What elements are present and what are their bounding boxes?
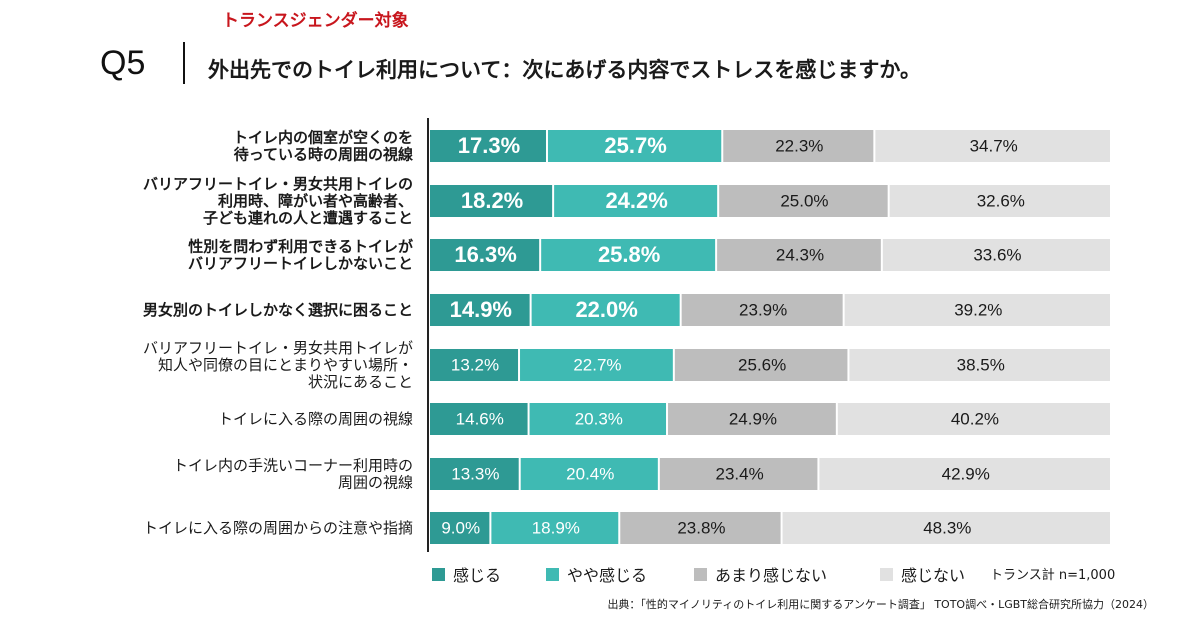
bar-segment-amari-kanjinai	[620, 512, 781, 544]
data-label-kanjiru: 9.0%	[441, 518, 480, 537]
legend-item-yaya-kanjiru: やや感じる	[546, 562, 647, 586]
bar-segment-yaya-kanjiru	[491, 512, 619, 544]
question-divider	[183, 42, 185, 84]
data-label-amari-kanjinai: 23.9%	[739, 300, 787, 319]
category-label: 性別を問わず利用できるトイレがバリアフリートイレしかないこと	[188, 237, 414, 272]
bar-segment-kanjiru	[430, 512, 490, 544]
data-label-yaya-kanjiru: 20.4%	[566, 464, 614, 483]
source-citation: 出典：「性的マイノリティのトイレ利用に関するアンケート調査」 TOTO調べ・LG…	[607, 598, 1154, 611]
question-text: 外出先でのトイレ利用について：次にあげる内容でストレスを感じますか。	[208, 58, 921, 82]
bar-segment-yaya-kanjiru	[529, 403, 667, 435]
bar-segment-yaya-kanjiru	[531, 294, 680, 326]
legend-label-kanjiru: 感じる	[453, 566, 502, 585]
data-label-yaya-kanjiru: 22.7%	[573, 355, 621, 374]
legend-item-amari-kanjinai: あまり感じない	[694, 562, 827, 586]
legend-item-kanjiru: 感じる	[432, 562, 501, 586]
data-label-amari-kanjinai: 25.6%	[738, 355, 786, 374]
data-label-yaya-kanjiru: 18.9%	[532, 518, 580, 537]
legend-label-yaya-kanjiru: やや感じる	[567, 566, 648, 585]
data-label-yaya-kanjiru: 20.3%	[575, 409, 623, 428]
category-label: トイレ内の個室が空くのを待っている時の周囲の視線	[233, 128, 413, 163]
bar-segment-amari-kanjinai	[681, 294, 843, 326]
bar-segment-yaya-kanjiru	[554, 185, 718, 217]
data-label-kanjiru: 13.2%	[451, 355, 499, 374]
legend-swatch-yaya-kanjiru	[546, 567, 559, 581]
bar-segment-kanjiru	[430, 403, 528, 435]
bar-segment-kanjiru	[430, 349, 519, 381]
data-label-yaya-kanjiru: 25.8%	[598, 242, 660, 267]
category-label: トイレに入る際の周囲の視線	[218, 410, 413, 428]
bar-segment-kanjinai	[849, 349, 1110, 381]
category-label: バリアフリートイレ・男女共用トイレが知人や同僚の目にとまりやすい場所・状況にある…	[143, 339, 413, 391]
data-label-kanjiru: 14.9%	[450, 297, 512, 322]
bar-segment-kanjinai	[782, 512, 1110, 544]
bar-segment-yaya-kanjiru	[520, 458, 658, 490]
data-label-kanjiru: 16.3%	[454, 242, 516, 267]
category-label: 男女別のトイレしかなく選択に困ること	[143, 301, 413, 319]
data-label-kanjiru: 17.3%	[458, 133, 520, 158]
legend-item-kanjinai: 感じない	[880, 562, 965, 586]
bar-segment-kanjinai	[819, 458, 1110, 490]
bar-segment-kanjiru	[430, 239, 540, 271]
question-number: Q5	[100, 44, 146, 82]
bar-segment-kanjiru	[430, 130, 546, 162]
bar-segment-amari-kanjinai	[717, 239, 881, 271]
stacked-bar-chart: トイレ内の個室が空くのを待っている時の周囲の視線 17.3% 25.7% 22.3% 3…	[143, 118, 1110, 552]
bar-segment-yaya-kanjiru	[547, 130, 722, 162]
data-label-yaya-kanjiru: 24.2%	[605, 188, 667, 213]
category-label: トイレ内の手洗いコーナー利用時の周囲の視線	[173, 456, 413, 491]
bar-segment-kanjinai	[837, 403, 1110, 435]
data-label-yaya-kanjiru: 22.0%	[575, 297, 637, 322]
bar-segment-kanjinai	[844, 294, 1110, 326]
data-label-amari-kanjinai: 24.3%	[776, 245, 824, 264]
bar-segment-yaya-kanjiru	[541, 239, 716, 271]
bar-segment-amari-kanjinai	[723, 130, 874, 162]
data-label-kanjinai: 39.2%	[954, 300, 1002, 319]
bar-segment-kanjinai	[889, 185, 1110, 217]
data-label-amari-kanjinai: 22.3%	[775, 136, 823, 155]
data-label-amari-kanjinai: 24.9%	[729, 409, 777, 428]
category-label: バリアフリートイレ・男女共用トイレの利用時、障がい者や高齢者、子ども連れの人と遭…	[143, 175, 413, 227]
data-label-kanjinai: 34.7%	[970, 136, 1018, 155]
data-label-kanjinai: 48.3%	[923, 518, 971, 537]
legend-label-kanjinai: 感じない	[901, 566, 966, 585]
data-label-kanjiru: 14.6%	[456, 409, 504, 428]
bar-segment-amari-kanjinai	[668, 403, 836, 435]
data-label-kanjiru: 13.3%	[451, 464, 499, 483]
data-label-kanjiru: 18.2%	[461, 188, 523, 213]
category-label: トイレに入る際の周囲からの注意や指摘	[143, 519, 413, 537]
bar-segment-yaya-kanjiru	[520, 349, 673, 381]
legend-swatch-kanjiru	[432, 567, 445, 581]
bar-segment-kanjinai	[875, 130, 1110, 162]
data-label-kanjinai: 42.9%	[942, 464, 990, 483]
bar-segment-kanjiru	[430, 185, 553, 217]
data-label-kanjinai: 33.6%	[973, 245, 1021, 264]
data-label-kanjinai: 38.5%	[957, 355, 1005, 374]
bar-segment-amari-kanjinai	[659, 458, 818, 490]
legend-label-amari-kanjinai: あまり感じない	[715, 566, 828, 585]
sample-size-note: トランス計 n=1,000	[990, 568, 1116, 583]
data-label-kanjinai: 32.6%	[977, 191, 1025, 210]
bar-segment-kanjiru	[430, 458, 519, 490]
bar-segment-kanjiru	[430, 294, 530, 326]
bar-segment-kanjinai	[882, 239, 1110, 271]
data-label-amari-kanjinai: 25.0%	[780, 191, 828, 210]
data-label-amari-kanjinai: 23.8%	[677, 518, 725, 537]
legend-swatch-amari-kanjinai	[694, 567, 707, 581]
data-label-kanjinai: 40.2%	[951, 409, 999, 428]
bar-segment-amari-kanjinai	[674, 349, 848, 381]
data-label-yaya-kanjiru: 25.7%	[604, 133, 666, 158]
legend-swatch-kanjinai	[880, 567, 893, 581]
data-label-amari-kanjinai: 23.4%	[716, 464, 764, 483]
bar-segment-amari-kanjinai	[719, 185, 888, 217]
survey-target-label: トランスジェンダー対象	[222, 11, 409, 31]
